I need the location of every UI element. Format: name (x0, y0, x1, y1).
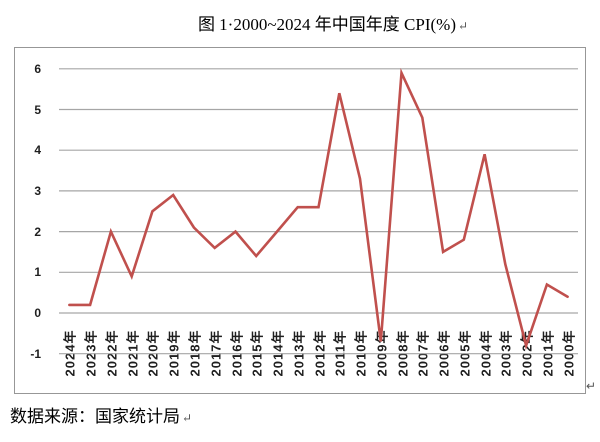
y-axis-tick-label: -1 (30, 346, 41, 361)
y-axis-tick-label: 4 (34, 143, 41, 158)
line-break-mark: ↵ (182, 411, 193, 425)
chart-title-text: 图 1·2000~2024 年中国年度 CPI(%) (197, 15, 456, 34)
y-axis-tick-label: 6 (34, 61, 41, 76)
chart-title: 图 1·2000~2024 年中国年度 CPI(%) ↵ (0, 10, 600, 35)
line-break-mark: ↵ (586, 379, 597, 393)
source-note-text: 数据来源：国家统计局 (10, 407, 180, 426)
y-axis-tick-label: 2 (34, 224, 41, 239)
y-axis-labels: 6 5 4 3 2 1 0 -1 (15, 48, 585, 393)
cpi-line-chart: 2024年 2023年 2022年 2021年 2020年 2019年 2018年 2017年… (14, 47, 586, 394)
y-axis-tick-label: 0 (34, 306, 41, 320)
y-axis-tick-label: 1 (34, 265, 41, 280)
plot-area (59, 67, 578, 355)
y-axis-tick-label: 5 (34, 102, 41, 117)
line-break-mark: ↵ (457, 19, 469, 33)
y-axis-tick-label: 3 (34, 183, 41, 198)
cpi-line-series (68, 67, 569, 351)
source-note: 数据来源：国家统计局 ↵ (10, 402, 192, 427)
